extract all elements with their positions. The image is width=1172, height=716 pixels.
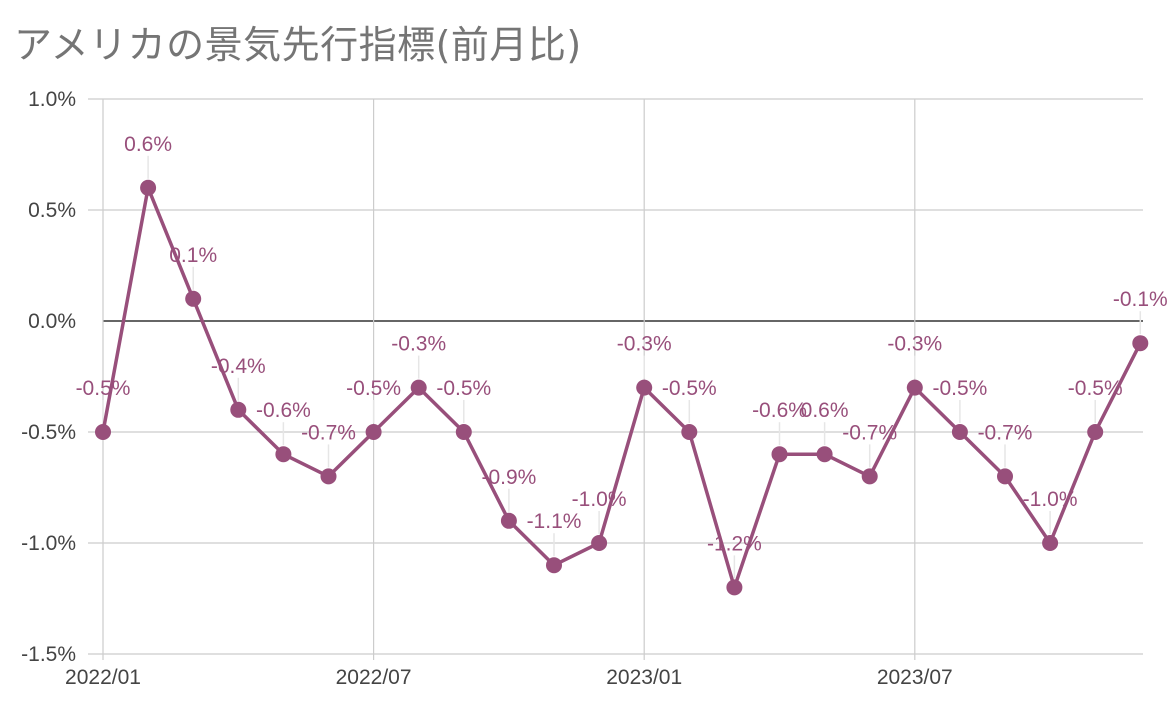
x-axis-ticks: 2022/01 2022/07 2023/01 2023/07 <box>65 666 953 689</box>
data-point <box>1132 335 1149 352</box>
grid-layer <box>88 98 1143 660</box>
data-label: -0.7% <box>842 421 897 444</box>
series-layer <box>95 179 1149 596</box>
data-label: -0.1% <box>1113 288 1168 311</box>
series-line <box>101 186 1143 590</box>
x-tick-label: 2023/01 <box>606 666 682 689</box>
data-point <box>997 468 1013 485</box>
y-tick-label: 1.0% <box>28 88 76 111</box>
x-tick-label: 2022/07 <box>336 666 412 689</box>
data-point <box>230 401 247 418</box>
y-tick-label: 0.0% <box>28 310 76 333</box>
data-point <box>185 290 202 307</box>
data-label: -0.5% <box>436 377 491 400</box>
x-tick-label: 2022/01 <box>65 666 141 689</box>
data-label: -0.5% <box>346 377 401 400</box>
data-point <box>1087 424 1104 440</box>
data-label: -0.6% <box>256 399 311 422</box>
y-axis-ticks: 1.0% 0.5% 0.0% -0.5% -1.0% -1.5% <box>21 88 76 666</box>
data-labels: -0.5%0.6%0.1%-0.4%-0.6%-0.7%-0.5%-0.3%-0… <box>76 133 1168 556</box>
x-tick-label: 2023/07 <box>877 666 953 689</box>
data-label: -0.5% <box>932 377 987 400</box>
y-tick-label: -1.5% <box>21 643 76 666</box>
data-label: -0.6% <box>752 399 807 422</box>
data-point <box>591 535 608 551</box>
data-label: -0.7% <box>978 421 1033 444</box>
data-label: -0.3% <box>391 333 446 356</box>
data-point <box>95 424 111 440</box>
data-point <box>140 179 157 196</box>
data-point <box>726 579 743 596</box>
data-label: -0.9% <box>481 466 536 489</box>
y-tick-label: -1.0% <box>21 532 76 555</box>
data-label: -1.1% <box>527 510 582 533</box>
data-label: -0.5% <box>662 377 717 400</box>
data-point <box>771 446 788 463</box>
data-point <box>681 424 698 440</box>
label-leaders <box>102 155 1142 579</box>
data-label: 0.6% <box>124 133 172 156</box>
data-point <box>410 379 427 396</box>
data-label: 0.6% <box>801 399 849 422</box>
data-label: -1.2% <box>707 532 762 555</box>
data-point <box>816 446 833 463</box>
data-label: -0.5% <box>76 377 131 400</box>
data-point <box>365 424 382 440</box>
data-label: -1.0% <box>572 488 627 511</box>
data-point <box>455 424 472 440</box>
data-label: 0.1% <box>169 244 217 267</box>
data-point <box>320 468 337 485</box>
data-point <box>1042 535 1059 551</box>
data-label: -0.5% <box>1068 377 1123 400</box>
data-point <box>906 379 923 396</box>
data-label: -0.7% <box>301 421 356 444</box>
data-point <box>275 446 292 463</box>
data-label: -0.4% <box>211 355 266 378</box>
data-label: -1.0% <box>1023 488 1078 511</box>
data-label: -0.3% <box>887 333 942 356</box>
chart-title: アメリカの景気先行指標(前月比) <box>14 23 582 67</box>
data-point <box>951 424 968 440</box>
data-point <box>636 379 653 396</box>
data-label: -0.3% <box>617 333 672 356</box>
data-point <box>546 557 562 574</box>
data-point <box>861 468 878 485</box>
data-point <box>500 512 517 529</box>
y-tick-label: 0.5% <box>28 199 76 222</box>
y-tick-label: -0.5% <box>21 421 76 444</box>
